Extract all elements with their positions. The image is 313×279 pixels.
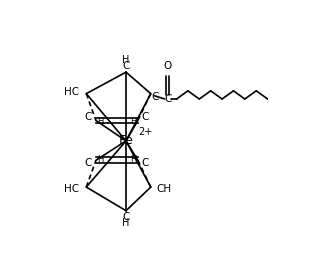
Text: C: C <box>122 212 130 222</box>
Text: H: H <box>97 155 103 164</box>
Text: CH: CH <box>156 184 171 194</box>
Text: H: H <box>97 117 103 126</box>
Text: C: C <box>85 158 92 169</box>
Text: Fe: Fe <box>119 134 134 147</box>
Text: HC: HC <box>64 184 79 194</box>
Text: HC: HC <box>64 87 79 97</box>
Text: O: O <box>164 61 172 71</box>
Text: 2+: 2+ <box>138 127 152 137</box>
Text: C: C <box>164 94 172 104</box>
Text: C: C <box>142 112 149 122</box>
Text: H: H <box>131 155 137 164</box>
Text: C: C <box>152 92 159 102</box>
Text: H: H <box>131 117 137 126</box>
Text: H: H <box>122 55 130 65</box>
Text: H: H <box>122 218 130 228</box>
Text: C: C <box>85 112 92 122</box>
Text: C: C <box>142 158 149 169</box>
Text: C: C <box>122 61 130 71</box>
